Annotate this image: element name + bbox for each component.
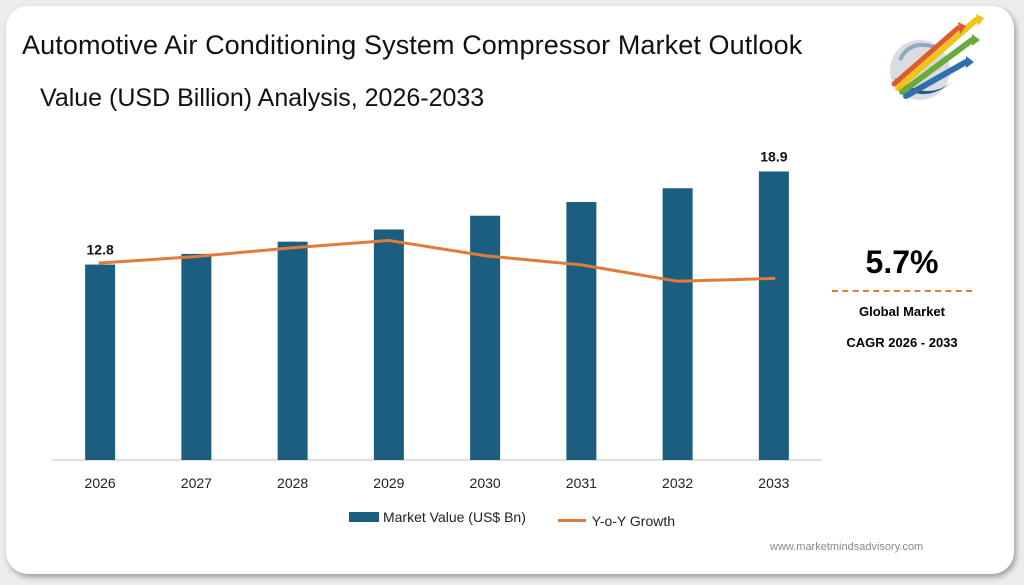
legend-item-yoy-growth: Y-o-Y Growth	[557, 512, 676, 529]
chart-subtitle: Value (USD Billion) Analysis, 2026-2033	[40, 84, 485, 112]
yoy-point-2032	[676, 279, 680, 283]
bar-2028	[277, 241, 308, 460]
cagr-label-period: CAGR 2026 - 2033	[846, 335, 958, 350]
yoy-point-2033	[772, 276, 776, 280]
legend-line-swatch	[557, 519, 586, 522]
yoy-point-2031	[579, 263, 583, 267]
cagr-label-market: Global Market	[859, 304, 945, 319]
data-label-2033: 18.9	[760, 148, 787, 164]
x-tick-label-2033: 2033	[758, 475, 789, 491]
legend-label-yoy-growth: Y-o-Y Growth	[591, 512, 676, 529]
cagr-divider	[832, 290, 972, 292]
x-tick-label-2028: 2028	[277, 475, 308, 491]
yoy-point-2029	[387, 238, 391, 242]
cagr-value: 5.7%	[865, 244, 939, 280]
x-tick-label-2032: 2032	[662, 475, 693, 491]
data-label-2026: 12.8	[87, 242, 114, 258]
footer-url: www.marketmindsadvisory.com	[770, 541, 924, 553]
legend-item-market-value: Market Value (US$ Bn)	[348, 509, 526, 525]
bar-2031	[566, 201, 597, 460]
x-tick-label-2029: 2029	[373, 475, 404, 491]
chart-legend: Market Value (US$ Bn) Y-o-Y Growth	[0, 509, 1024, 529]
x-tick-label-2026: 2026	[85, 475, 116, 491]
arrows-globe-logo-icon	[890, 14, 984, 100]
bar-2026	[85, 264, 116, 460]
x-tick-label-2031: 2031	[566, 475, 597, 491]
bar-2030	[470, 215, 501, 460]
yoy-point-2030	[483, 254, 487, 258]
yoy-growth-line	[98, 238, 776, 283]
bar-2027	[181, 253, 212, 460]
yoy-point-2027	[194, 254, 198, 258]
x-tick-label-2027: 2027	[181, 475, 212, 491]
legend-label-market-value: Market Value (US$ Bn)	[382, 509, 526, 525]
chart-title: Automotive Air Conditioning System Compr…	[22, 30, 803, 60]
yoy-point-2026	[98, 261, 102, 265]
bar-2029	[373, 229, 404, 460]
bar-2032	[662, 188, 693, 460]
yoy-point-2028	[291, 246, 295, 250]
bar-2033	[758, 171, 789, 460]
x-tick-label-2030: 2030	[470, 475, 501, 491]
legend-bar-swatch	[348, 512, 379, 522]
